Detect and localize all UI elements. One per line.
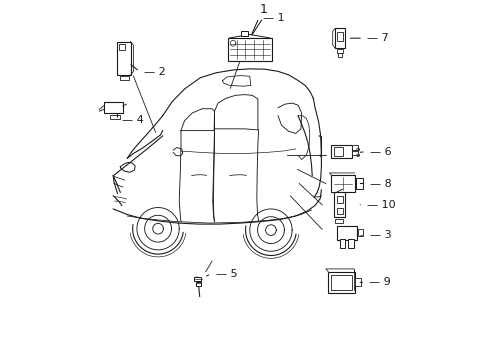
Bar [120, 76, 129, 80]
Text: — 7: — 7 [366, 33, 388, 43]
Bar [356, 178, 362, 189]
Bar [117, 41, 130, 75]
Text: — 2: — 2 [143, 67, 165, 77]
Bar [327, 272, 354, 293]
Bar [334, 219, 342, 223]
Bar [347, 239, 353, 248]
Text: — 1: — 1 [263, 13, 284, 23]
Bar [336, 32, 342, 41]
Bar [227, 38, 271, 61]
Bar [336, 49, 342, 53]
Bar [103, 102, 122, 113]
Text: — 10: — 10 [366, 200, 395, 210]
Bar [336, 196, 342, 203]
Bar [240, 31, 248, 36]
Bar [330, 145, 351, 158]
Bar [110, 115, 120, 119]
Bar [119, 44, 125, 50]
Text: — 4: — 4 [122, 115, 143, 125]
Bar [336, 226, 356, 240]
Bar [196, 282, 201, 286]
Bar [352, 151, 357, 155]
Bar [330, 175, 355, 192]
Bar [330, 275, 351, 290]
Text: — 5: — 5 [215, 269, 237, 279]
Text: 1: 1 [259, 3, 266, 16]
Text: — 3: — 3 [369, 230, 391, 240]
Bar [339, 239, 345, 248]
Bar [337, 53, 341, 57]
Bar [333, 192, 345, 217]
Bar [352, 145, 357, 150]
Bar [194, 277, 201, 280]
Text: — 6: — 6 [369, 147, 391, 157]
Bar [336, 208, 342, 214]
Bar [334, 28, 344, 48]
Bar [355, 278, 360, 286]
Bar [357, 229, 363, 237]
Text: — 9: — 9 [368, 277, 390, 287]
Text: — 8: — 8 [369, 179, 391, 189]
Bar [334, 147, 343, 156]
